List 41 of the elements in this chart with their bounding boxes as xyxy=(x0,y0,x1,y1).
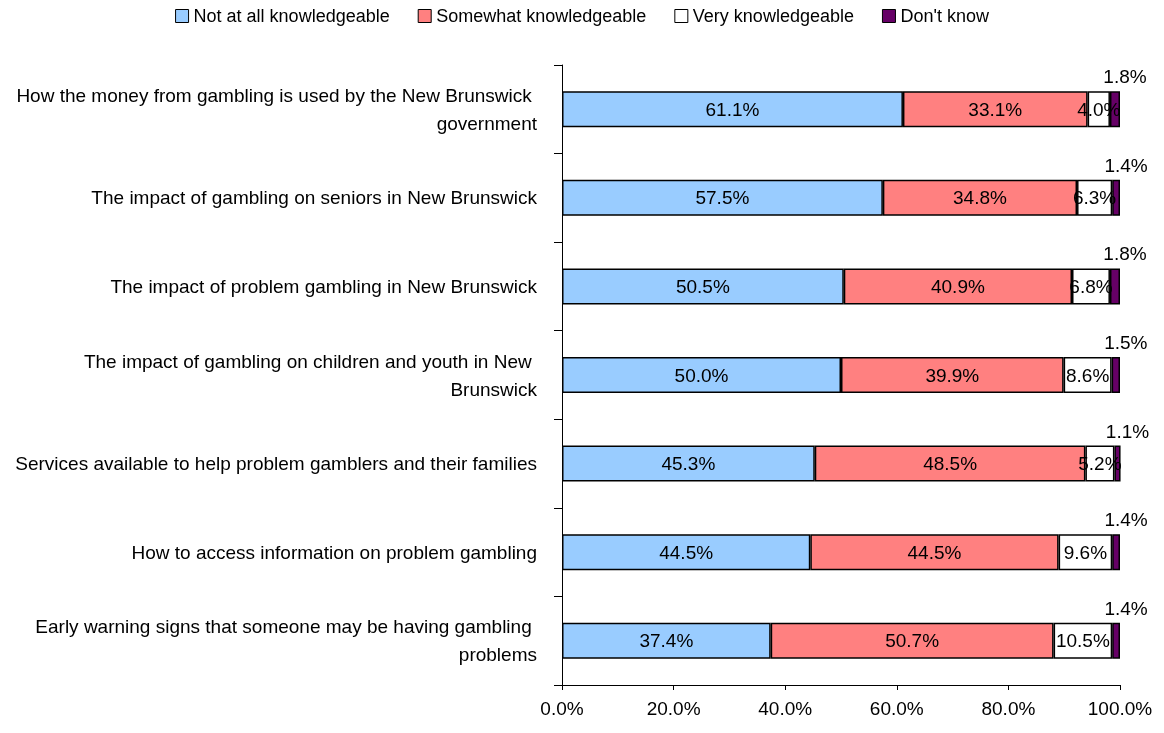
data-label: 57.5% xyxy=(695,187,750,209)
data-label: 1.8% xyxy=(1103,66,1147,88)
y-tick-label: Early warning signs that someone may be having gambling problems xyxy=(35,616,537,666)
y-tick-label: The impact of gambling on seniors in New Brunswick xyxy=(91,187,538,209)
data-label: 61.1% xyxy=(705,98,760,120)
x-tick-label: 100.0% xyxy=(1087,698,1153,719)
data-label: 50.5% xyxy=(675,275,730,297)
data-label: 8.6% xyxy=(1065,364,1110,386)
y-tick-label: How to access information on problem gambling xyxy=(131,541,537,563)
legend-label: Don't know xyxy=(900,6,990,26)
x-tick-label: 80.0% xyxy=(981,698,1036,719)
data-label: 44.5% xyxy=(907,541,962,563)
data-label: 48.5% xyxy=(923,453,978,475)
x-tick-label: 20.0% xyxy=(646,698,701,719)
data-label: 44.5% xyxy=(659,541,714,563)
y-tick-label: The impact of gambling on children and youth in New Brunswick xyxy=(83,350,538,400)
data-label: 45.3% xyxy=(661,453,716,475)
legend-label: Not at all knowledgeable xyxy=(193,6,390,26)
data-label: 1.4% xyxy=(1104,509,1148,531)
y-tick-label: The impact of problem gambling in New Brunswick xyxy=(110,275,538,297)
data-label: 1.5% xyxy=(1104,332,1148,353)
x-tick-label: 60.0% xyxy=(869,698,924,719)
y-tick-label: Services available to help problem gamblers and their families xyxy=(15,453,537,475)
data-label: 1.1% xyxy=(1105,420,1150,442)
data-label: 1.4% xyxy=(1104,154,1148,176)
x-tick-label: 40.0% xyxy=(758,698,813,719)
data-label: 10.5% xyxy=(1055,630,1110,652)
data-label: 1.8% xyxy=(1103,243,1147,265)
data-label: 1.4% xyxy=(1104,597,1148,619)
data-label: 33.1% xyxy=(968,98,1023,120)
legend-label: Somewhat knowledgeable xyxy=(436,6,647,26)
data-label: 34.8% xyxy=(953,187,1007,209)
legend-label: Very knowledgeable xyxy=(692,6,854,26)
y-tick-label: How the money from gambling is used by the New Brunswick government xyxy=(16,84,538,134)
data-label: 37.4% xyxy=(639,630,694,652)
data-label: 9.6% xyxy=(1063,541,1108,563)
data-label: 39.9% xyxy=(925,364,980,386)
data-label: 40.9% xyxy=(930,275,985,297)
x-tick-label: 0.0% xyxy=(540,698,584,719)
data-label: 50.7% xyxy=(885,630,940,652)
data-label: 50.0% xyxy=(674,364,729,386)
